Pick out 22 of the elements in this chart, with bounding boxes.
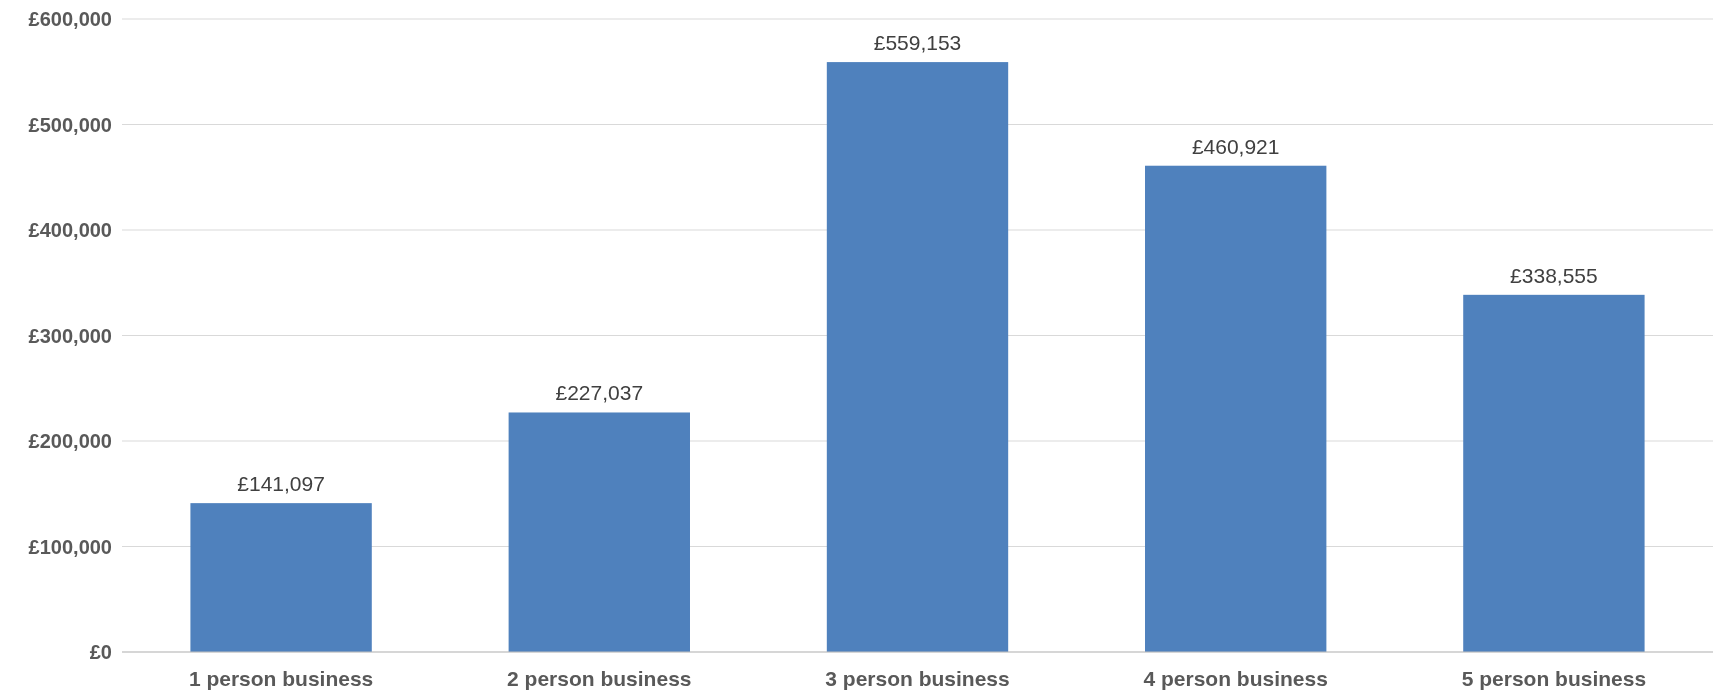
y-tick-label: £300,000 bbox=[28, 324, 112, 347]
bar bbox=[1145, 165, 1327, 652]
y-tick-label: £400,000 bbox=[28, 219, 112, 241]
data-label: £227,037 bbox=[555, 381, 644, 405]
data-label: £460,921 bbox=[1191, 134, 1280, 158]
bar bbox=[190, 503, 372, 652]
x-tick-label: 2 person business bbox=[507, 667, 692, 690]
data-label: £338,555 bbox=[1510, 263, 1598, 287]
data-label: £141,097 bbox=[237, 472, 325, 496]
y-tick-label: £0 bbox=[89, 641, 112, 663]
bar bbox=[826, 62, 1009, 652]
y-tick-label: £100,000 bbox=[28, 535, 112, 558]
x-tick-label: 4 person business bbox=[1143, 667, 1328, 690]
bar bbox=[1463, 294, 1645, 652]
data-label: £559,153 bbox=[873, 31, 962, 55]
y-tick-label: £200,000 bbox=[28, 430, 112, 452]
x-tick-label: 1 person business bbox=[188, 667, 374, 690]
y-tick-label: £500,000 bbox=[28, 113, 112, 136]
bar bbox=[508, 412, 690, 652]
x-tick-label: 5 person business bbox=[1461, 667, 1647, 690]
y-tick-label: £600,000 bbox=[28, 8, 112, 30]
x-tick-label: 3 person business bbox=[825, 667, 1010, 690]
